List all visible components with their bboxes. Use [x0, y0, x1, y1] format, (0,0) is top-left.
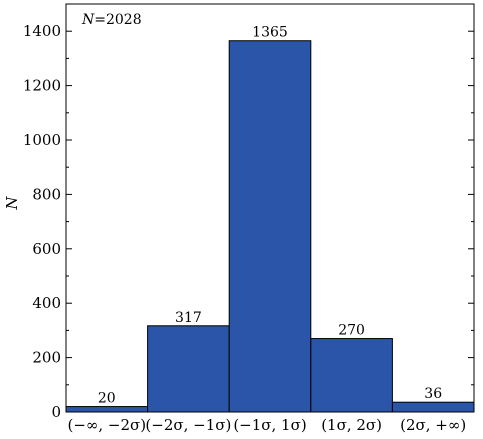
y-tick-label-800: 800: [32, 185, 61, 203]
y-axis-title: N: [3, 196, 21, 211]
y-tick-label-1200: 1200: [23, 77, 61, 95]
y-tick-label-1000: 1000: [23, 131, 61, 149]
x-tick-label-2: (−2σ, −1σ): [145, 416, 231, 434]
x-axis: (−∞, −2σ) (−2σ, −1σ) (−1σ, 1σ) (1σ, 2σ) (2σ,…: [67, 416, 466, 434]
bar-3: [228, 40, 312, 413]
y-tick-label-600: 600: [32, 240, 61, 258]
data-label-2: 317: [175, 310, 202, 326]
data-label-1: 20: [98, 391, 116, 407]
data-label-3: 1365: [252, 25, 288, 41]
x-tick-label-3: (−1σ, 1σ): [233, 416, 306, 434]
data-label-4: 270: [338, 323, 365, 339]
data-labels-group: 20 317 1365 270 36: [98, 25, 442, 407]
y-tick-label-200: 200: [32, 349, 61, 367]
annotation-value: =2028: [94, 12, 141, 28]
bar-5: [391, 401, 475, 413]
y-tick-label-400: 400: [32, 294, 61, 312]
y-tick-label-1400: 1400: [23, 22, 61, 40]
y-axis: 0 200 400 600 800 1000 1200 1400: [23, 3, 474, 421]
data-label-5: 36: [424, 386, 442, 402]
x-tick-label-1: (−∞, −2σ): [67, 416, 146, 434]
y-tick-label-0: 0: [51, 403, 61, 421]
x-tick-label-4: (1σ, 2σ): [321, 416, 382, 434]
annotation-variable: N: [81, 12, 95, 28]
bar-2: [147, 325, 230, 413]
bar-1: [65, 406, 149, 413]
sample-size-annotation: N=2028: [81, 12, 142, 28]
bar-4: [310, 338, 393, 413]
bars-group: [65, 40, 475, 413]
x-tick-label-5: (2σ, +∞): [400, 416, 466, 434]
